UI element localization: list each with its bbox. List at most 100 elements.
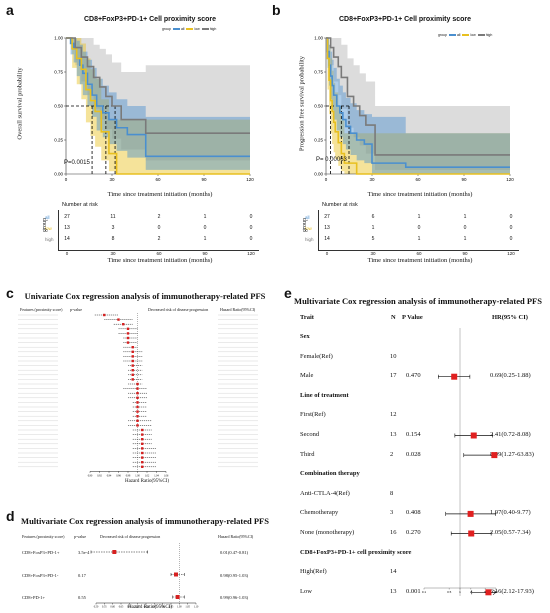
panel-d-col-dir: Decreased risk of disease progression [100, 534, 161, 539]
hr-point [131, 350, 134, 353]
panel-d-hr: 0.99(0.96-1.03) [220, 595, 249, 600]
panel-e-trait: Male [300, 372, 314, 380]
risk-x-tick-label: 120 [247, 251, 255, 256]
legend-all: all [180, 27, 185, 31]
risk-x-tick-label: 0 [325, 251, 329, 256]
panel-e-p: 0.270 [406, 529, 421, 536]
hr-point [122, 323, 125, 326]
risk-count: 13 [64, 225, 70, 231]
hr-point [131, 355, 134, 358]
legend-low: low [470, 33, 476, 37]
x-tick-label: 90 [201, 177, 207, 182]
risk-count: 1 [417, 236, 421, 242]
hr-point [136, 405, 139, 409]
panel-b-letter: b [272, 2, 281, 18]
panel-d-xlabel: Hazard Ratio(95%CI) [128, 605, 173, 610]
panel-e-n: 10 [390, 352, 397, 360]
panel-e-n: 13 [390, 431, 397, 438]
risk-count: 27 [64, 214, 70, 220]
risk-count: 1 [463, 214, 467, 220]
risk-count: 2 [157, 214, 161, 220]
panel-e-n: 3 [390, 509, 394, 517]
risk-count: 14 [324, 236, 330, 242]
panel-e-header-n: N [391, 314, 396, 321]
risk-count: 1 [463, 236, 467, 242]
x-tick-label: 1.10 [194, 606, 199, 609]
x-tick-label: 0.90 [88, 474, 93, 477]
forest-plot-d: 0.50 0.55 0.60 0.65 0.70 0.75 0.80 0.85 0.90 0.95… [90, 543, 199, 609]
panel-a-title: CD8+FoxP3+PD-1+ Cell proximity score [83, 16, 217, 23]
hr-point [141, 428, 144, 432]
hr-point [103, 313, 106, 317]
hr-point [136, 419, 139, 422]
panel-c-title: Univariate Cox regression analysis of im… [24, 291, 266, 301]
panel-e-n: 14 [390, 568, 397, 576]
panel-d-feature: CD8+FoxP3+PD-1- [22, 573, 59, 578]
y-tick-label: 0.00 [314, 172, 323, 177]
risk-count: 27 [324, 214, 330, 220]
legend-swatch-low [186, 28, 194, 31]
panel-d-feature: CD8+FoxP3+PD-1+ [22, 550, 60, 555]
x-tick-label: 30 [369, 177, 375, 182]
panel-a-legend: group all low high [162, 27, 216, 31]
panel-e-trait: Sex [300, 333, 310, 340]
hr-point [141, 461, 144, 464]
risk-count: 0 [249, 214, 253, 220]
panel-e-trait: Second [300, 431, 320, 438]
hr-point [131, 346, 134, 349]
panel-e-n: 13 [390, 587, 397, 595]
panel-e-n: 2 [390, 450, 394, 458]
hr-point [136, 415, 139, 418]
risk-count: 1 [203, 236, 207, 242]
x-tick-label: 0.75 [135, 606, 140, 609]
panel-e-hr: 1.97(0.40-9.77) [490, 509, 531, 517]
panel-e-trait: Female(Ref) [300, 352, 333, 360]
risk-count: 11 [110, 214, 116, 220]
ci-band-all [326, 38, 510, 174]
x-tick-label: 0.90 [160, 606, 165, 609]
risk-x-tick-label: 60 [156, 251, 162, 256]
panel-b-legend: group all low high [438, 33, 492, 37]
hr-point [491, 452, 498, 459]
hr-point [485, 589, 492, 596]
panel-a-letter: a [6, 2, 14, 18]
hr-point [141, 433, 144, 436]
risk-count: 1 [371, 225, 375, 231]
hr-point [141, 442, 144, 445]
panel-e-trait: Third [300, 450, 315, 458]
x-tick-label: 0.92 [97, 474, 102, 477]
x-tick-label: 0.70 [127, 606, 132, 609]
panel-e-trait: Anti-CTLA-4(Ref) [300, 489, 350, 497]
x-tick-label: 60 [155, 177, 161, 182]
risk-x-tick-label: 30 [110, 251, 116, 256]
panel-e-hr: 2.05(0.57-7.34) [490, 529, 531, 536]
x-tick-label: 1.05 [185, 606, 190, 609]
panel-e-p: 0.408 [406, 509, 421, 517]
risk-x-tick-label: 30 [370, 251, 376, 256]
risk-count: 2 [157, 236, 161, 242]
hr-point [136, 424, 139, 427]
y-tick-label: 1.00 [54, 36, 63, 41]
panel-e-trait: CD8+FoxP3+PD-1+ cell proximity score [300, 548, 412, 556]
risk-count: 8 [111, 236, 115, 242]
panel-a-ylabel: Overall survival probability [16, 67, 24, 140]
legend-swatch-high [477, 34, 485, 37]
x-tick-label: 0.95 [169, 606, 174, 609]
risk-count: 0 [509, 214, 513, 220]
forest-plot-e: 0.1 0.5 1 2 5 10 [422, 328, 498, 596]
legend-label: group [162, 27, 171, 31]
panel-e-p: 0.001 [406, 587, 421, 595]
forest-plot-c: 0.90 0.92 0.94 0.96 0.98 1.00 1.02 1.04 1.06 [18, 313, 258, 477]
x-tick-label: 0.94 [107, 474, 112, 477]
x-tick-label: 30 [109, 177, 115, 182]
panel-b-title: CD8+FoxP3+PD-1+ Cell proximity score [338, 16, 472, 23]
panel-e-n: 12 [390, 411, 397, 419]
hr-point [131, 373, 134, 376]
risk-count: 0 [203, 225, 207, 231]
ci-band-low [326, 38, 510, 174]
x-tick-label: 90 [461, 177, 467, 182]
hr-point [126, 327, 130, 330]
x-tick-label: 5 [484, 590, 486, 594]
panel-e-trait: First(Ref) [300, 411, 326, 419]
panel-d-letter: d [6, 508, 15, 524]
